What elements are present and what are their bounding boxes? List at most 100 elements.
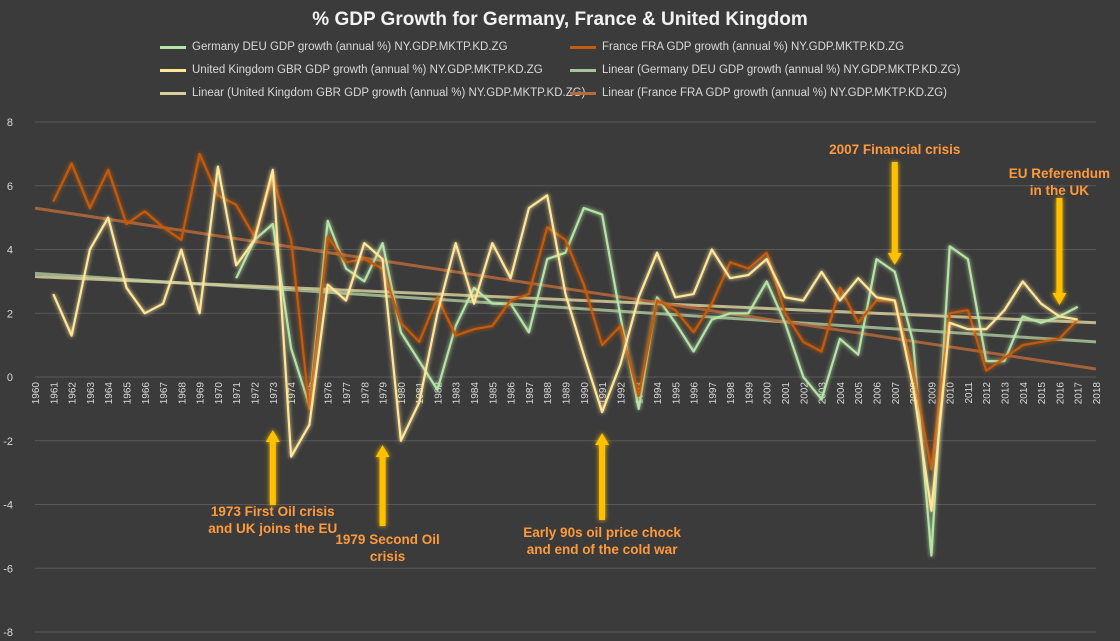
x-tick-label: 1980 xyxy=(397,382,408,405)
legend-label: Linear (United Kingdom GBR GDP growth (a… xyxy=(192,87,586,99)
x-tick-label: 1964 xyxy=(104,382,115,405)
annotation-line: in the UK xyxy=(1029,183,1090,198)
y-tick-label: -2 xyxy=(3,436,13,448)
y-tick-label: -8 xyxy=(3,627,13,639)
x-tick-label: 1978 xyxy=(360,382,371,405)
x-tick-label: 2006 xyxy=(872,382,883,405)
chart-title: % GDP Growth for Germany, France & Unite… xyxy=(312,9,808,30)
x-tick-label: 1979 xyxy=(379,382,390,405)
annotation-line: and end of the cold war xyxy=(526,542,678,557)
y-tick-label: -4 xyxy=(3,500,13,512)
y-axis-ticks: -8 -6 -4 -2 0 2 4 6 8 xyxy=(3,117,13,639)
legend-label: France FRA GDP growth (annual %) NY.GDP.… xyxy=(602,41,905,53)
annotation-line: crisis xyxy=(369,549,406,564)
legend-swatch xyxy=(160,91,186,95)
x-tick-label: 1965 xyxy=(122,382,133,405)
x-tick-label: 1985 xyxy=(488,382,499,405)
annotation-arrows xyxy=(265,162,1067,526)
x-tick-label: 1994 xyxy=(653,382,664,405)
x-tick-label: 1963 xyxy=(86,382,97,405)
x-axis-ticks: 1960 1961 1962 1963 1964 1965 1966 1967 1968 1969… xyxy=(31,382,1103,405)
x-tick-label: 2007 xyxy=(891,382,902,405)
annotation-label: 1979 Second Oil crisis xyxy=(278,531,498,565)
x-tick-label: 1986 xyxy=(507,382,518,405)
x-tick-label: 2001 xyxy=(781,382,792,405)
trendline-4 xyxy=(34,275,1097,325)
x-tick-label: 1962 xyxy=(68,382,79,405)
gridlines xyxy=(35,121,1096,633)
x-tick-label: 1998 xyxy=(726,382,737,405)
x-tick-label: 1966 xyxy=(141,382,152,405)
series-lines xyxy=(52,152,1079,557)
x-tick-label: 2012 xyxy=(982,382,993,405)
legend-item: Linear (Germany DEU GDP growth (annual %… xyxy=(570,63,960,77)
x-tick-label: 2004 xyxy=(836,382,847,405)
x-tick-label: 1973 xyxy=(269,382,280,405)
annotation-line: 1973 First Oil crisis xyxy=(210,504,335,519)
legend-item: Linear (United Kingdom GBR GDP growth (a… xyxy=(160,86,586,100)
x-tick-label: 1982 xyxy=(433,382,444,405)
legend-item: United Kingdom GBR GDP growth (annual %)… xyxy=(160,63,570,77)
x-tick-label: 1977 xyxy=(342,382,353,405)
x-tick-label: 1976 xyxy=(324,382,335,405)
annotation-line: and UK joins the EU xyxy=(208,521,338,536)
annotation-arrow xyxy=(595,433,610,520)
annotation-line: 1979 Second Oil xyxy=(335,532,440,547)
y-tick-label: 8 xyxy=(7,117,13,129)
annotation-arrow xyxy=(375,445,390,526)
x-tick-label: 2014 xyxy=(1019,382,1030,405)
series-line-1 xyxy=(52,152,1079,471)
x-tick-label: 1996 xyxy=(690,382,701,405)
x-tick-label: 1967 xyxy=(159,382,170,405)
x-tick-label: 1991 xyxy=(598,382,609,405)
annotation-arrow xyxy=(887,162,902,265)
x-tick-label: 2005 xyxy=(854,382,865,405)
x-tick-label: 1960 xyxy=(31,382,42,405)
annotation-label: 1973 First Oil crisis and UK joins the EU xyxy=(163,503,383,537)
x-tick-label: 1989 xyxy=(562,382,573,405)
legend-label: Linear (Germany DEU GDP growth (annual %… xyxy=(602,64,961,76)
x-tick-label: 1987 xyxy=(525,382,536,405)
annotation-label: EU Referendum in the UK xyxy=(949,165,1120,199)
x-tick-label: 2017 xyxy=(1074,382,1085,405)
annotation-line: Early 90s oil price chock xyxy=(523,525,681,540)
y-tick-label: -6 xyxy=(3,563,13,575)
x-tick-label: 1968 xyxy=(177,382,188,405)
x-tick-label: 2000 xyxy=(763,382,774,405)
x-tick-label: 1988 xyxy=(543,382,554,405)
annotation-arrow xyxy=(1052,198,1067,305)
x-tick-label: 1992 xyxy=(616,382,627,405)
annotation-arrow xyxy=(265,430,280,505)
legend-label: Germany DEU GDP growth (annual %) NY.GDP… xyxy=(192,41,508,53)
x-tick-label: 2011 xyxy=(964,382,975,404)
x-tick-label: 1997 xyxy=(708,382,719,405)
x-tick-label: 1972 xyxy=(251,382,262,405)
legend-swatch xyxy=(570,91,596,95)
x-tick-label: 1999 xyxy=(744,382,755,405)
x-tick-label: 1971 xyxy=(232,382,243,405)
x-tick-label: 2015 xyxy=(1037,382,1048,405)
annotation-label: 2007 Financial crisis xyxy=(785,141,1005,158)
x-tick-label: 2018 xyxy=(1092,382,1103,405)
legend-swatch xyxy=(570,45,596,49)
chart-legend: Germany DEU GDP growth (annual %) NY.GDP… xyxy=(160,40,960,100)
x-tick-label: 2013 xyxy=(1001,382,1012,405)
legend-swatch xyxy=(570,68,596,72)
y-tick-label: 6 xyxy=(7,181,13,193)
x-tick-label: 1983 xyxy=(452,382,463,405)
x-tick-label: 2002 xyxy=(799,382,810,405)
legend-item: Linear (France FRA GDP growth (annual %)… xyxy=(570,86,960,100)
x-tick-label: 2016 xyxy=(1055,382,1066,405)
legend-item: Germany DEU GDP growth (annual %) NY.GDP… xyxy=(160,40,570,54)
legend-swatch xyxy=(160,45,186,49)
x-tick-label: 1984 xyxy=(470,382,481,405)
legend-swatch xyxy=(160,68,186,72)
legend-label: Linear (France FRA GDP growth (annual %)… xyxy=(602,87,947,99)
legend-item: France FRA GDP growth (annual %) NY.GDP.… xyxy=(570,40,960,54)
x-tick-label: 1990 xyxy=(580,382,591,405)
y-tick-label: 2 xyxy=(7,308,13,320)
annotation-line: EU Referendum xyxy=(1008,166,1111,181)
x-tick-label: 2010 xyxy=(946,382,957,405)
x-tick-label: 1961 xyxy=(49,382,60,405)
